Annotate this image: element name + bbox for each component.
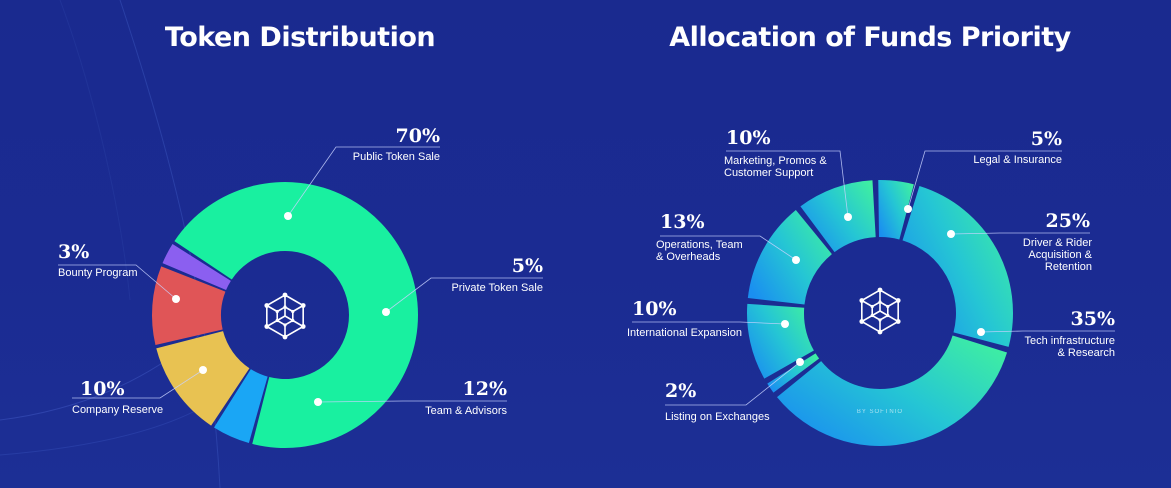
left-leader-line [58,264,177,300]
left-data-label-team-advisors: 12% [463,378,508,400]
right-leader-line [907,150,1062,210]
watermark-text: BY SOFTNIO [857,409,903,415]
left-category-label-public-token-sale: Public Token Sale [353,151,440,163]
left-data-label-bounty-program: 3% [58,241,89,263]
left-marker-dot [284,212,292,220]
left-category-label-bounty-program: Bounty Program [58,267,137,279]
right-data-label-legal-insurance: 5% [1031,128,1062,150]
right-data-label-tech-infrastructure-research: 35% [1071,308,1116,330]
right-slice-driver-rider-acquisition-retention [902,185,1013,347]
left-category-label-company-reserve: Company Reserve [72,404,163,416]
right-data-label-driver-rider-acquisition-retention: 25% [1046,210,1091,232]
cube-logo-icon [264,292,306,340]
right-leader-line [950,232,1090,235]
right-leader-line [726,150,849,218]
left-data-label-public-token-sale: 70% [396,125,441,147]
left-leader-line [287,146,440,217]
chart-title-allocation-of-funds: Allocation of Funds Priority [669,22,1071,53]
right-marker-dot [977,328,985,336]
left-leader-line [317,400,507,403]
left-marker-dot [382,308,390,316]
left-category-label-private-token-sale: Private Token Sale [451,282,543,294]
right-slice-tech-infrastructure-research [777,335,1008,447]
left-slice-bounty-program [162,244,231,291]
right-category-label-listing-on-exchanges: Listing on Exchanges [665,411,770,423]
left-marker-dot [314,398,322,406]
right-marker-dot [844,213,852,221]
right-marker-dot [781,320,789,328]
right-data-label-operations-team-overheads: 13% [660,211,705,233]
right-leader-line [980,330,1115,333]
right-data-label-listing-on-exchanges: 2% [665,380,696,402]
right-data-label-international-expansion: 10% [632,298,677,320]
left-slice-team-advisors [156,331,250,426]
left-leader-line [385,277,543,313]
right-category-label-marketing-promos-customer-support: Marketing, Promos & Customer Support [724,155,827,179]
right-category-label-driver-rider-acquisition-retention: Driver & Rider Acquisition & Retention [1023,237,1093,273]
chart-labels: 70% Public Token Sale 5% Private Token Sale… [58,125,1115,423]
right-slice-listing-on-exchanges [767,353,820,393]
right-leader-line [665,361,801,406]
right-category-label-tech-infrastructure-research: Tech infrastructure & Research [1025,335,1115,359]
right-leader-line [660,235,797,261]
donut-allocation-of-funds [746,180,1013,447]
right-leader-line [632,321,786,325]
right-marker-dot [904,205,912,213]
left-marker-dot [199,366,207,374]
right-marker-dot [796,358,804,366]
right-marker-dot [947,230,955,238]
left-slice-private-token-sale [214,369,268,444]
right-marker-dot [792,256,800,264]
donut-token-distribution [152,182,418,448]
left-leader-line [72,369,204,399]
left-slice-company-reserve [152,266,226,346]
left-slice-public-token-sale [174,182,418,448]
right-category-label-international-expansion: International Expansion [627,327,742,339]
cube-logo-icon [859,287,901,335]
right-slice-marketing-promos-customer-support [800,180,876,253]
right-slice-operations-team-overheads [747,210,832,305]
left-category-label-team-advisors: Team & Advisors [425,405,507,417]
right-slice-legal-insurance [878,180,914,240]
chart-title-token-distribution: Token Distribution [164,22,436,53]
right-category-label-operations-team-overheads: Operations, Team & Overheads [656,239,743,263]
left-data-label-private-token-sale: 5% [512,255,543,277]
left-data-label-company-reserve: 10% [80,378,125,400]
left-marker-dot [172,295,180,303]
right-data-label-marketing-promos-customer-support: 10% [726,127,771,149]
right-category-label-legal-insurance: Legal & Insurance [973,154,1062,166]
